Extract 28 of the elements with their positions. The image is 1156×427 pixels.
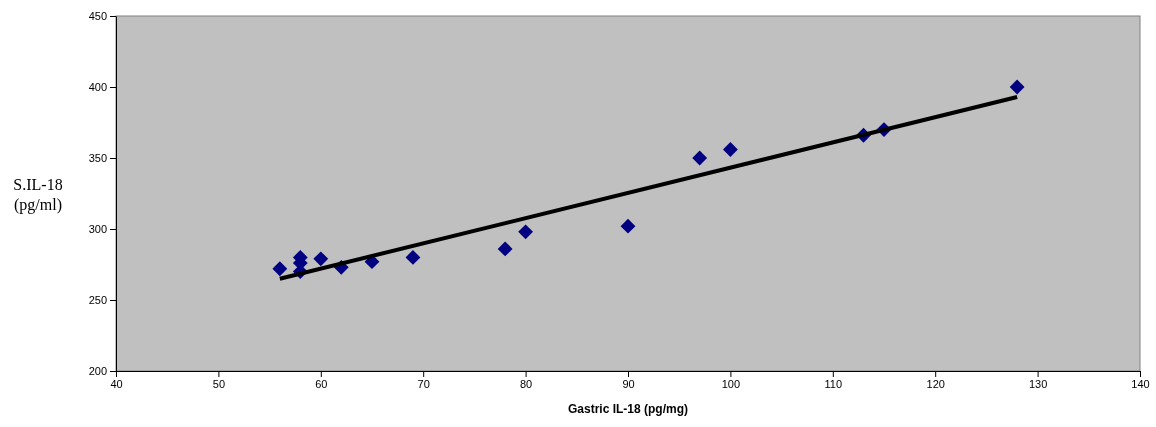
x-tick-label: 120	[926, 377, 945, 390]
point	[272, 261, 288, 277]
x-tick-label: 90	[622, 377, 635, 390]
y-tick-label: 400	[88, 81, 107, 94]
point	[620, 218, 636, 234]
y-tick-label: 450	[88, 10, 107, 23]
point	[313, 251, 329, 267]
x-tick-label: 60	[315, 377, 328, 390]
x-tick-label: 100	[721, 377, 741, 390]
point	[518, 224, 534, 240]
x-tick-label: 70	[417, 377, 430, 390]
x-tick-label: 40	[110, 377, 123, 390]
x-tick-label: 80	[519, 377, 533, 390]
x-tick-label: 50	[212, 377, 226, 390]
point	[722, 142, 738, 157]
x-axis-title: Gastric IL-18 (pg/mg)	[567, 402, 689, 416]
point	[1009, 79, 1025, 95]
point	[405, 249, 421, 265]
y-tick-label: 350	[88, 152, 107, 165]
y-tick-label: 200	[88, 365, 107, 378]
point	[692, 150, 708, 166]
x-tick-label: 110	[824, 377, 843, 390]
x-tick-label: 140	[1131, 377, 1150, 390]
y-tick-label: 250	[88, 294, 107, 307]
y-tick-label: 300	[88, 223, 107, 236]
point	[497, 241, 513, 257]
x-tick-label: 130	[1028, 377, 1048, 390]
y-axis-title: S.IL-18 (pg/ml)	[13, 176, 63, 214]
